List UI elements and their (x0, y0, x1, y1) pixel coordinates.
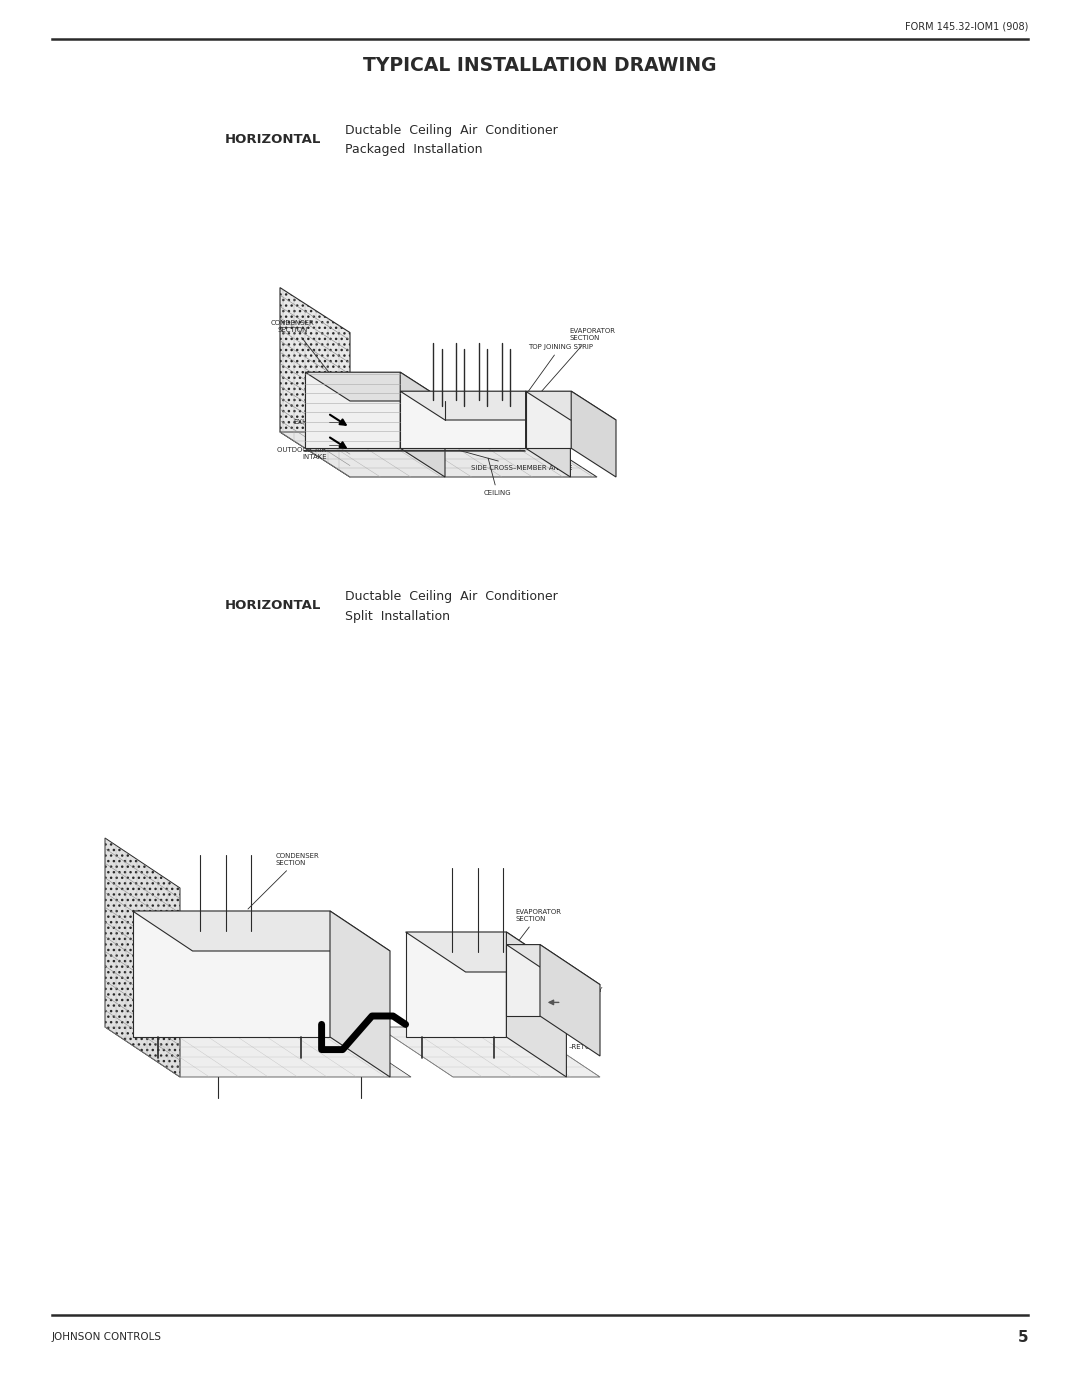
Polygon shape (507, 944, 600, 985)
Text: HORIZONTAL: HORIZONTAL (225, 598, 322, 612)
Text: JOHNSON CONTROLS: JOHNSON CONTROLS (52, 1331, 162, 1343)
Text: CONDENSER
SECTION: CONDENSER SECTION (248, 854, 320, 909)
Text: FORM 145.32-IOM1 (908): FORM 145.32-IOM1 (908) (905, 21, 1028, 31)
Polygon shape (406, 932, 507, 1037)
Polygon shape (105, 1027, 411, 1077)
Polygon shape (507, 932, 566, 1077)
Text: Ductable  Ceiling  Air  Conditioner: Ductable Ceiling Air Conditioner (345, 123, 557, 137)
Text: SIDE CROSS–MEMBER ANGLE: SIDE CROSS–MEMBER ANGLE (459, 450, 572, 471)
Polygon shape (280, 288, 350, 476)
Polygon shape (330, 911, 390, 1077)
Text: CONDENSER
SECTION: CONDENSER SECTION (271, 320, 351, 401)
Polygon shape (526, 391, 571, 448)
Text: Split  Installation: Split Installation (345, 609, 450, 623)
Polygon shape (401, 372, 445, 476)
Text: CEILING: CEILING (484, 458, 511, 496)
Polygon shape (507, 944, 540, 1016)
Text: EXHAUST: EXHAUST (294, 419, 326, 425)
Text: HORIZONTAL: HORIZONTAL (225, 133, 322, 145)
Polygon shape (306, 372, 401, 448)
Text: –SUPPLY: –SUPPLY (575, 986, 604, 993)
Text: EVAPORATOR
SECTION: EVAPORATOR SECTION (497, 909, 561, 970)
Polygon shape (280, 432, 597, 476)
Polygon shape (105, 838, 180, 1077)
Polygon shape (133, 911, 390, 951)
Text: 5: 5 (1017, 1330, 1028, 1344)
Text: TOP JOINING STRIP: TOP JOINING STRIP (510, 344, 593, 418)
Polygon shape (526, 391, 570, 476)
Polygon shape (571, 391, 616, 476)
Polygon shape (540, 944, 600, 1056)
Text: EVAPORATOR
SECTION: EVAPORATOR SECTION (531, 328, 615, 404)
Polygon shape (133, 911, 330, 1037)
Polygon shape (401, 391, 570, 420)
Text: Packaged  Installation: Packaged Installation (345, 144, 483, 156)
Polygon shape (401, 391, 526, 448)
Polygon shape (378, 1027, 600, 1077)
Polygon shape (406, 932, 566, 972)
Polygon shape (526, 391, 616, 420)
Text: OUTDOOR AIR
INTAKE: OUTDOOR AIR INTAKE (278, 447, 326, 460)
Text: TYPICAL INSTALLATION DRAWING: TYPICAL INSTALLATION DRAWING (363, 56, 717, 74)
Text: –RETURN: –RETURN (522, 1030, 600, 1049)
Polygon shape (306, 372, 445, 401)
Text: Ductable  Ceiling  Air  Conditioner: Ductable Ceiling Air Conditioner (345, 590, 557, 602)
